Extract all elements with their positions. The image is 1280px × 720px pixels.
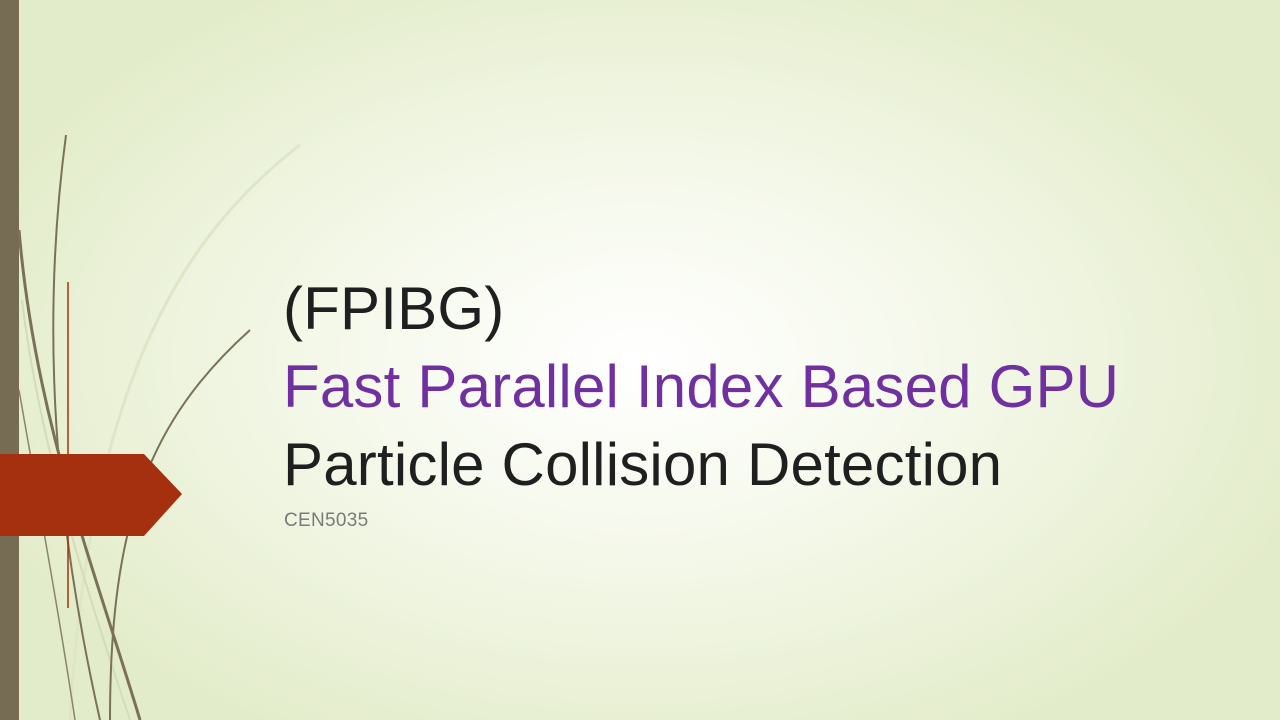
title-line-main: Fast Parallel Index Based GPU [283, 353, 1120, 420]
light-curve [68, 143, 301, 720]
slide-title: (FPIBG) Fast Parallel Index Based GPU Pa… [283, 270, 1263, 504]
slide-subtitle: CEN5035 [284, 510, 369, 531]
dark-curve [18, 389, 76, 720]
dark-curve [52, 134, 101, 720]
red-arrow-shape [0, 454, 182, 536]
left-sidebar-bar [0, 0, 19, 720]
title-line-continuation: Particle Collision Detection [283, 431, 1003, 498]
title-line-acronym: (FPIBG) [283, 275, 505, 342]
